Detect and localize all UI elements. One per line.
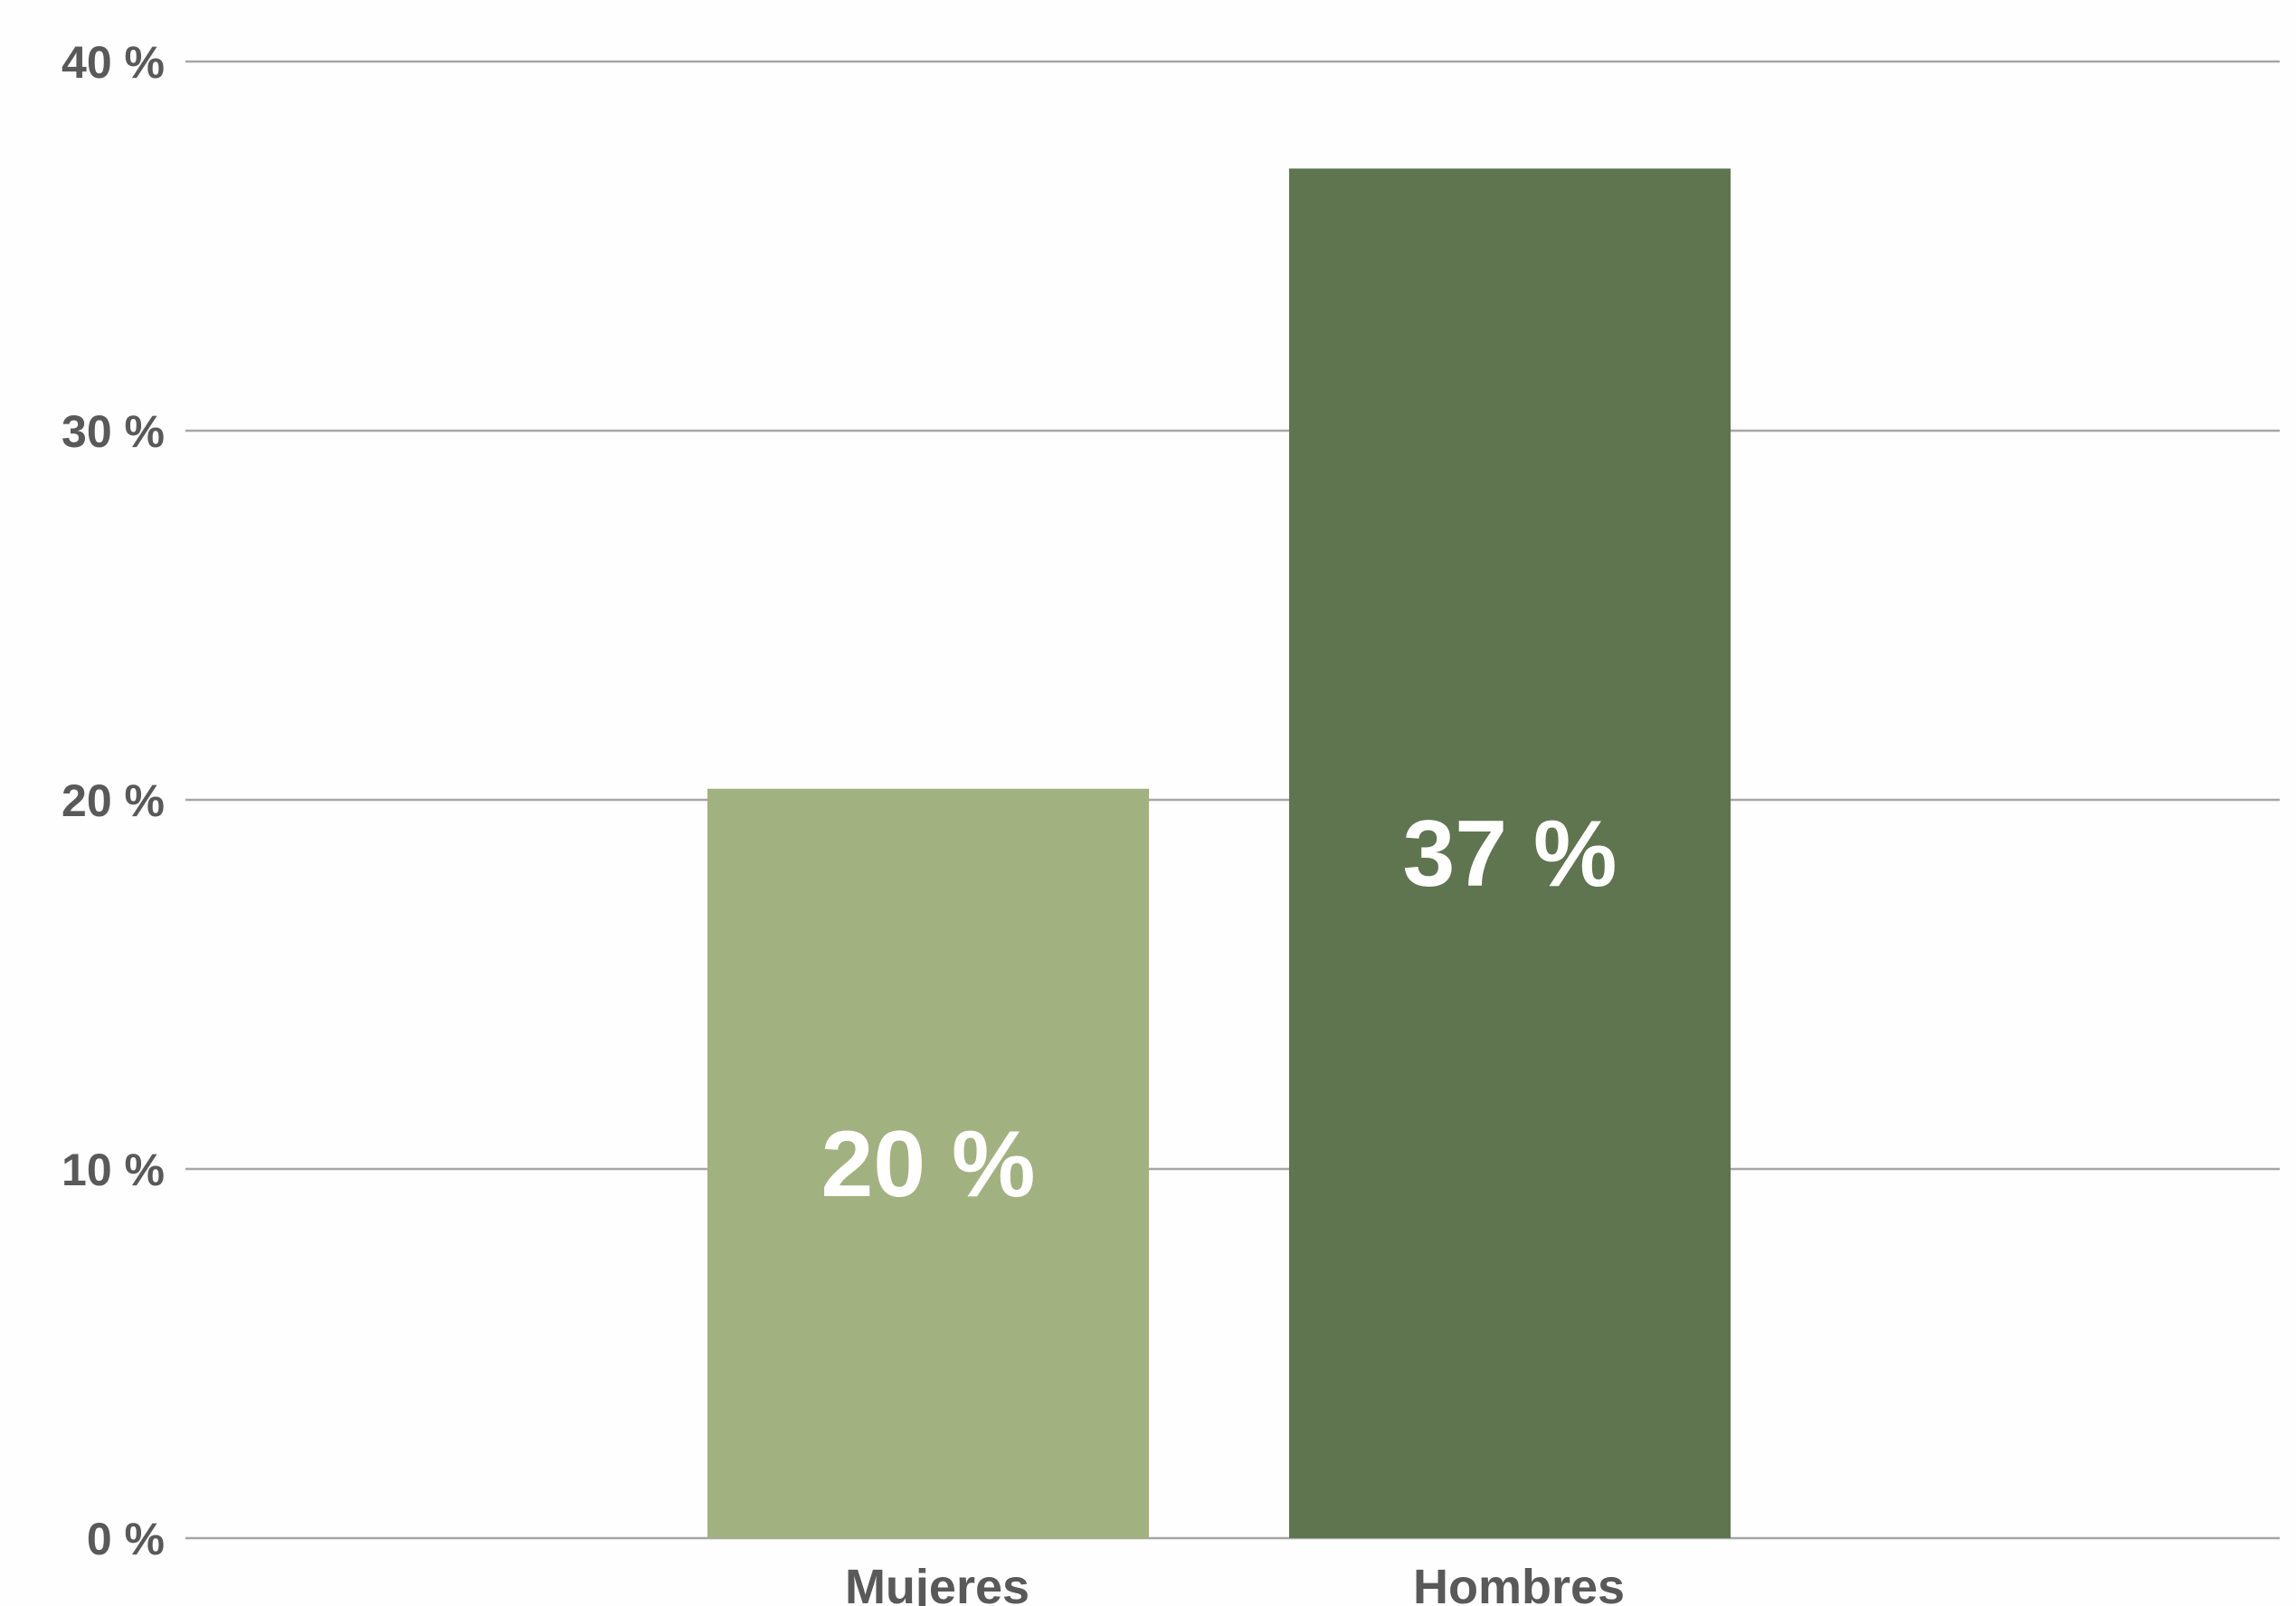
bars — [707, 168, 1731, 1538]
y-tick-label-20: 20 % — [62, 775, 165, 826]
y-axis-tick-labels: 0 % 10 % 20 % 30 % 40 % — [62, 37, 165, 1564]
data-label-hombres: 37 % — [1402, 802, 1617, 907]
category-label-hombres: Hombres — [1413, 1560, 1625, 1606]
bar-mujeres — [707, 788, 1149, 1538]
bar-hombres — [1289, 168, 1731, 1538]
y-tick-label-30: 30 % — [62, 406, 165, 457]
x-axis-category-labels: Mujeres Hombres — [845, 1560, 1625, 1606]
data-label-mujeres: 20 % — [821, 1112, 1035, 1217]
y-tick-label-40: 40 % — [62, 37, 165, 88]
gridlines — [185, 60, 2280, 1540]
category-label-mujeres: Mujeres — [845, 1560, 1029, 1606]
y-tick-label-10: 10 % — [62, 1145, 165, 1195]
y-tick-label-0: 0 % — [87, 1514, 165, 1564]
data-labels: 20 % 37 % — [821, 802, 1617, 1217]
